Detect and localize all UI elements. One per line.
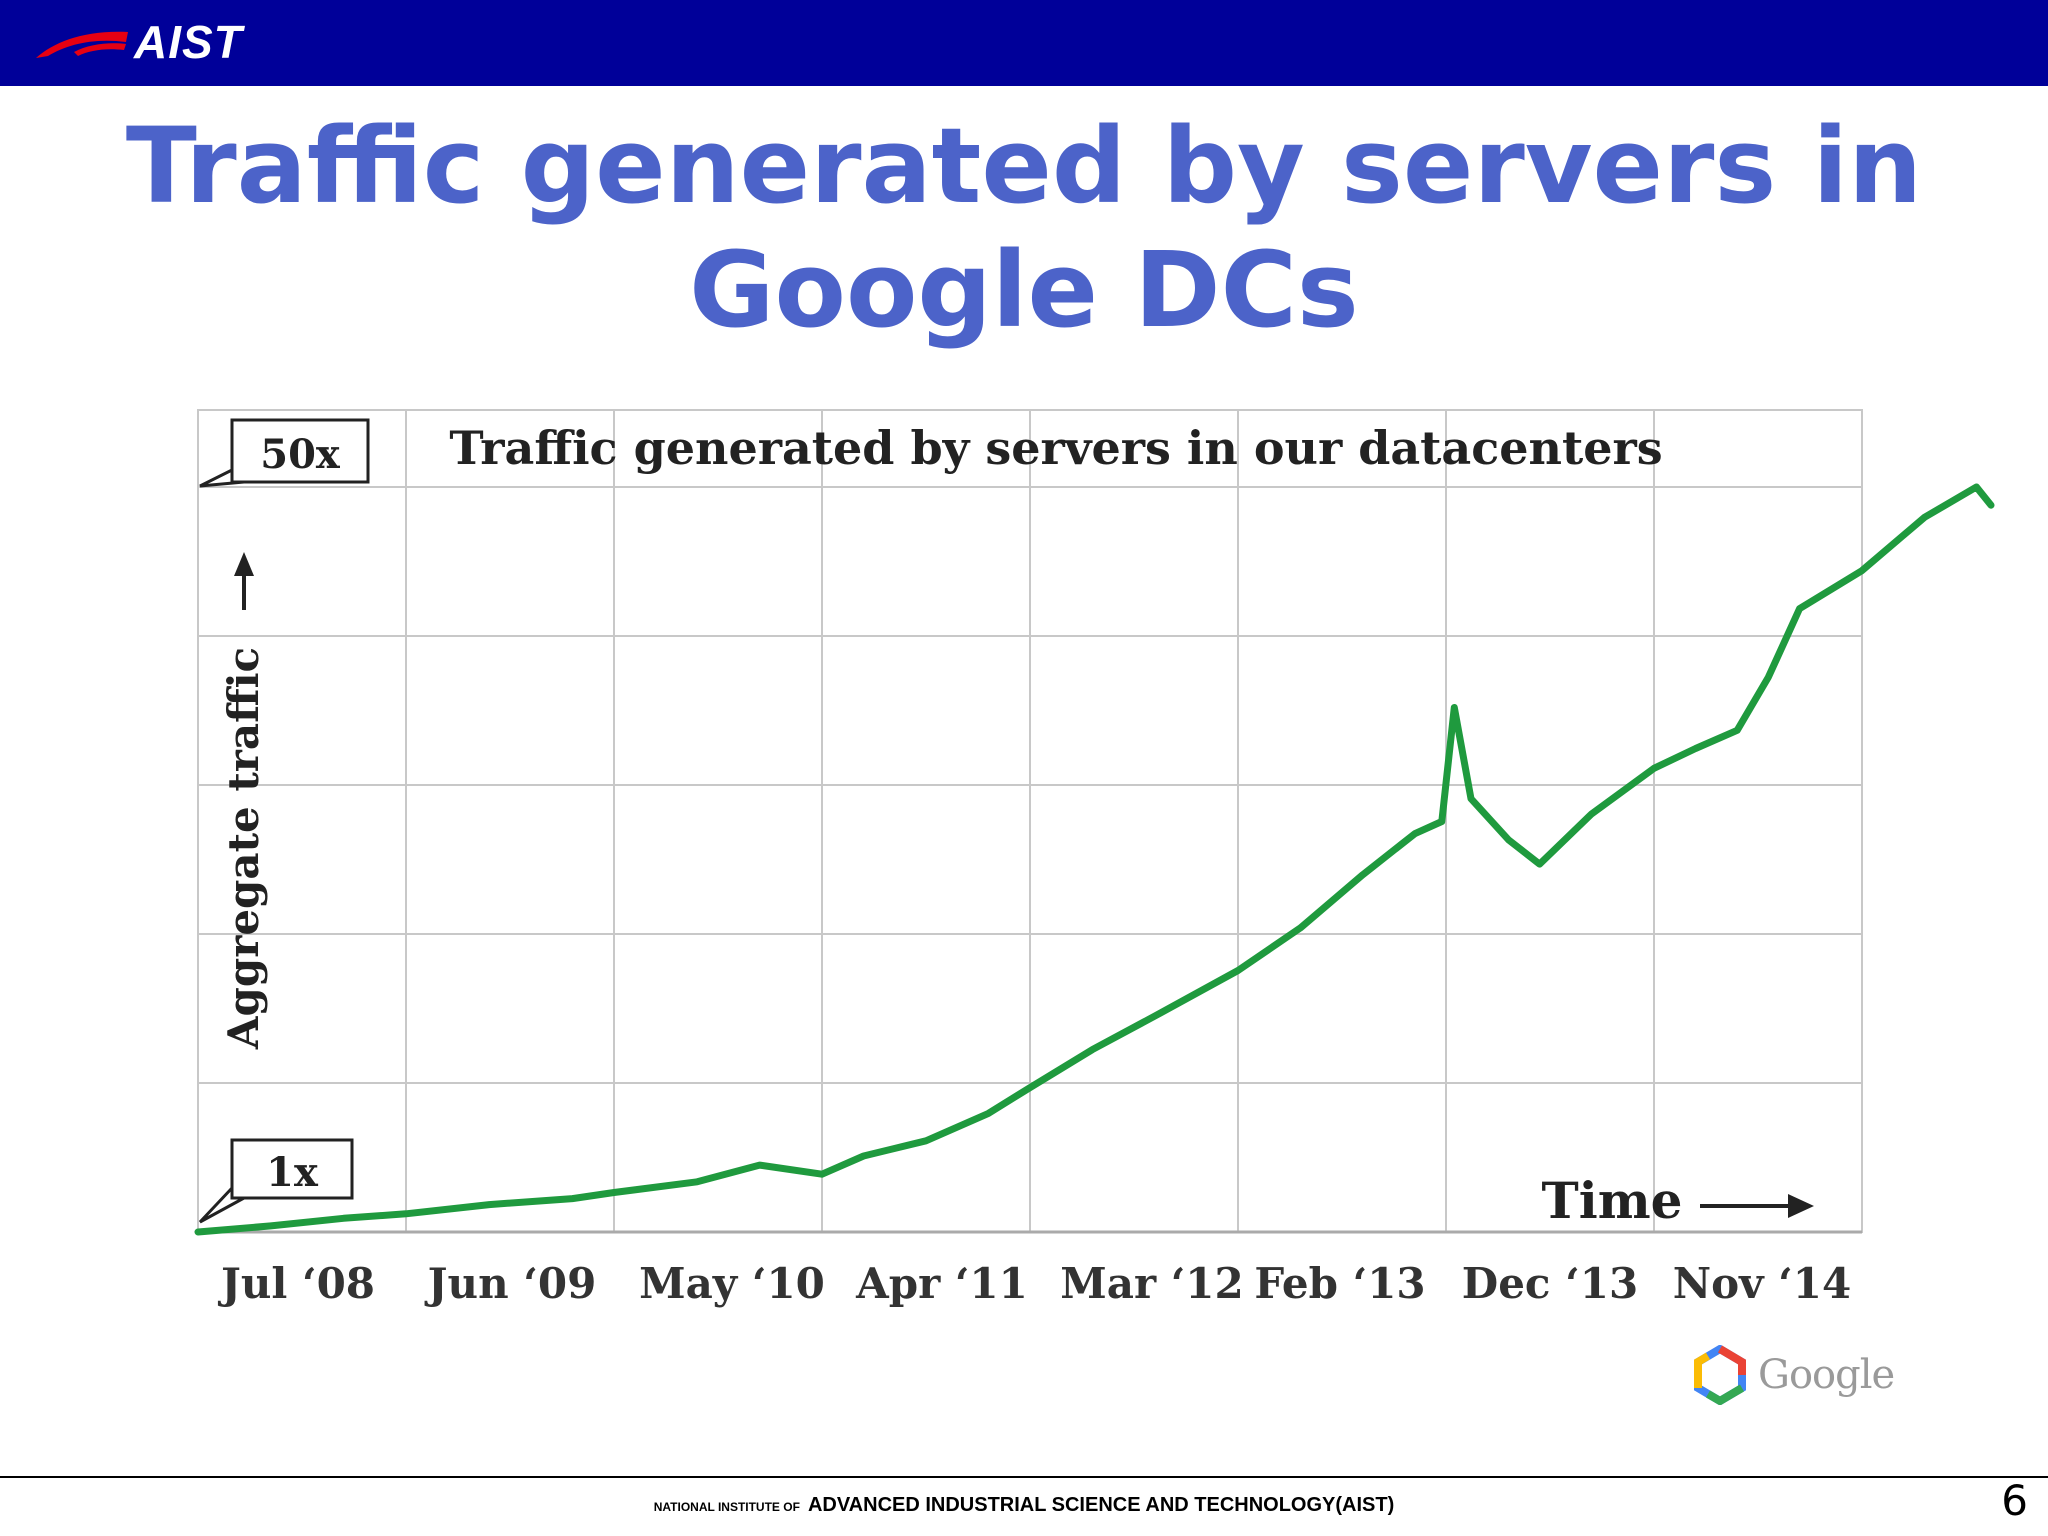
traffic-data-point [1989,503,1993,508]
traffic-data-point [1298,925,1303,930]
x-tick-label: Apr ‘11 [855,1259,1028,1308]
traffic-data-point [1090,1047,1095,1052]
aist-logo: AIST [34,12,243,72]
traffic-data-point [1589,811,1594,816]
traffic-data-point [1152,1014,1157,1019]
y-axis-arrow-head [234,552,254,576]
footer-divider [0,1476,2048,1478]
traffic-data-point [924,1138,928,1143]
traffic-data-point [1452,705,1457,710]
x-axis-label: Time [1542,1171,1683,1230]
x-tick-label: Mar ‘12 [1060,1259,1244,1308]
header-bar: AIST [0,0,2048,86]
traffic-data-point [757,1163,762,1168]
traffic-data-point [1974,485,1979,489]
x-tick-label: May ‘10 [639,1259,825,1308]
callout-pointer-50x [199,468,245,488]
x-tick-label: Nov ‘14 [1673,1259,1852,1308]
traffic-data-point [986,1111,991,1116]
traffic-data-point [268,1223,273,1228]
chart-title: Traffic generated by servers in our data… [449,421,1662,475]
callout-box-1x [230,1138,354,1200]
traffic-data-point [1652,766,1656,771]
google-badge: Google [1690,1338,1896,1412]
google-hexagon-icon [1694,1345,1746,1405]
x-tick-label: Jul ‘08 [217,1259,375,1308]
traffic-data-point [1360,872,1365,877]
traffic-data-point [1537,862,1542,867]
traffic-data-point [1797,606,1802,611]
traffic-data-point [820,1172,824,1177]
slide-title: Traffic generated by servers in Google D… [0,104,2048,352]
traffic-data-point [1439,819,1444,824]
x-tick-label: Dec ‘13 [1462,1259,1638,1308]
traffic-data-point [1693,746,1698,751]
aist-swoosh-icon [36,31,128,58]
traffic-data-point [861,1154,866,1158]
traffic-data-point [404,1211,408,1216]
traffic-data-point [1412,831,1417,836]
traffic-data-point [695,1179,700,1184]
footer: NATIONAL INSTITUTE OF ADVANCED INDUSTRIAL… [0,1494,2048,1517]
y-callout-label-1x: 1x [266,1149,319,1196]
traffic-data-point [612,1190,616,1195]
y-axis-label: Aggregate traffic [219,647,268,1050]
traffic-data-point [1735,728,1740,733]
traffic-data-point [487,1202,492,1207]
traffic-data-point [1506,837,1511,842]
traffic-data-point [196,1230,200,1234]
google-wordmark: Google [1758,1352,1895,1398]
y-callout-label-50x: 50x [260,431,341,478]
aist-logo-text: AIST [134,16,243,68]
traffic-data-point [1469,796,1473,801]
traffic-data-point [1028,1085,1032,1090]
traffic-data-point [1860,568,1864,573]
x-tick-label: Jun ‘09 [424,1259,597,1308]
x-tick-label: Feb ‘13 [1254,1259,1425,1308]
slide-title-line-1: Traffic generated by servers in [125,105,1923,227]
callout-pointer-1x [198,1186,245,1224]
footer-abbreviation: (AIST) [1335,1494,1395,1516]
page-number: 6 [2001,1476,2028,1525]
footer-small-text: NATIONAL INSTITUTE OF [653,1500,800,1514]
traffic-data-point [570,1196,575,1201]
x-axis-arrow-head [1788,1194,1814,1218]
slide-title-line-2: Google DCs [689,229,1359,351]
traffic-data-point [1922,515,1927,520]
traffic-data-point [1236,968,1240,973]
traffic-data-point [341,1216,346,1221]
traffic-data-point [1766,675,1771,680]
footer-institute-name: ADVANCED INDUSTRIAL SCIENCE AND TECHNOLO… [807,1494,1336,1516]
callout-box-50x [230,418,370,484]
